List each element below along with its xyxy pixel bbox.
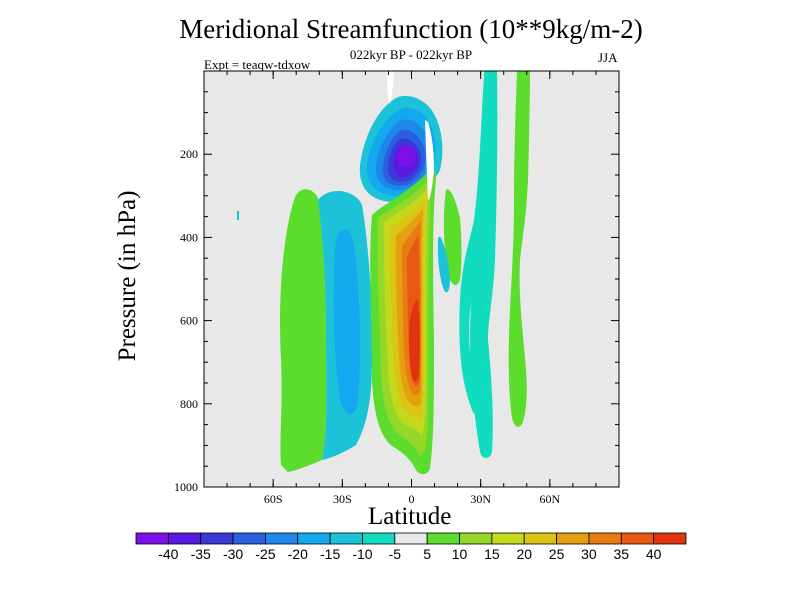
experiment-label: Expt = teaqw-tdxow [204, 57, 311, 72]
colorbar-label-9: 10 [452, 546, 468, 562]
axes: 60S 30S 0 30N 60N 200 400 600 800 1000 [174, 71, 619, 506]
y-tick-label-1: 400 [180, 230, 198, 244]
colorbar-swatch-9 [426, 532, 460, 545]
contour-fill-white-top [387, 71, 394, 104]
colorbar-label-15: 40 [646, 546, 662, 562]
colorbar-swatch-12 [523, 532, 557, 545]
colorbar-label-1: -35 [191, 546, 211, 562]
colorbar-swatch-4 [265, 532, 299, 545]
colorbar-label-7: -5 [389, 546, 402, 562]
colorbar-swatch-0 [135, 532, 169, 545]
x-tick-label-2: 0 [409, 492, 415, 506]
colorbar-swatch-1 [167, 532, 202, 545]
contour-fill-green-left [280, 189, 327, 472]
colorbar-swatch-15 [620, 532, 655, 545]
colorbar-label-4: -20 [288, 546, 308, 562]
colorbar-label-13: 30 [581, 546, 597, 562]
plot-area [203, 70, 620, 488]
contour-fill-white-gap [425, 120, 434, 200]
y-tick-label-4: 1000 [174, 480, 198, 494]
contour-fill-teal-band [459, 71, 498, 458]
contour-fill-green-north [443, 189, 462, 286]
contour-fill-cyan-inner [333, 229, 361, 415]
colorbar-swatch-10 [459, 532, 493, 545]
colorbar-swatch-13 [556, 532, 590, 545]
colorbar: -40 -35 -30 -25 -20 -15 -10 -5 5 10 15 20 25 30 35 40 [135, 532, 687, 562]
colorbar-label-8: 5 [423, 546, 431, 562]
colorbar-label-10: 15 [484, 546, 500, 562]
contour-fill-green-band [508, 71, 530, 427]
colorbar-swatch-6 [329, 532, 363, 545]
y-tick-label-0: 200 [180, 147, 198, 161]
colorbar-swatch-14 [588, 532, 622, 545]
colorbar-label-3: -25 [255, 546, 275, 562]
colorbar-label-0: -40 [158, 546, 178, 562]
chart-subtitle: 022kyr BP - 022kyr BP [349, 47, 473, 62]
colorbar-label-2: -30 [223, 546, 243, 562]
colorbar-swatch-8 [394, 532, 428, 545]
contour-fill-positive-40 [409, 298, 420, 382]
colorbar-label-5: -15 [320, 546, 340, 562]
colorbar-swatch-7 [362, 532, 396, 545]
x-axis-label: Latitude [368, 503, 452, 530]
chart-title: Meridional Streamfunction (10**9kg/m-2) [179, 14, 643, 44]
contour-fill-small-patch [237, 211, 239, 220]
colorbar-swatch-16 [653, 532, 687, 545]
colorbar-swatch-3 [232, 532, 266, 545]
contour-fill-negative-7 [397, 145, 416, 167]
colorbar-label-12: 25 [549, 546, 565, 562]
colorbar-label-6: -10 [352, 546, 372, 562]
colorbar-swatch-11 [491, 532, 525, 545]
season-label: JJA [598, 50, 618, 65]
colorbar-swatch-5 [297, 532, 331, 545]
colorbar-label-14: 35 [614, 546, 630, 562]
x-tick-label-0: 60S [264, 492, 283, 506]
x-tick-label-3: 30N [470, 492, 491, 506]
colorbar-swatch-2 [200, 532, 234, 545]
x-tick-label-4: 60N [539, 492, 560, 506]
y-tick-label-2: 600 [180, 314, 198, 328]
x-tick-label-1: 30S [333, 492, 352, 506]
colorbar-label-11: 20 [516, 546, 532, 562]
contour-fill-cyan-north-inner [437, 236, 450, 293]
y-tick-label-3: 800 [180, 397, 198, 411]
